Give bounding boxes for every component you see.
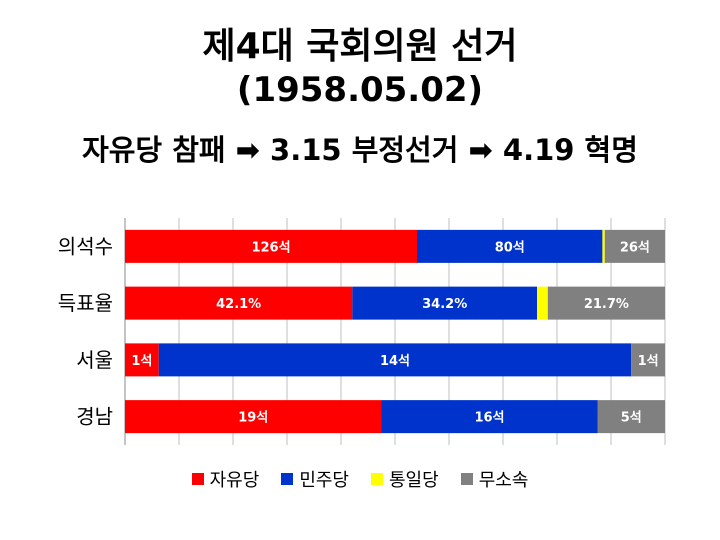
category-label: 서울: [76, 348, 113, 372]
election-date: (1958.05.02): [236, 70, 484, 110]
legend-swatch: [281, 473, 294, 485]
bar-segment: [417, 229, 603, 263]
bar-segment: [604, 229, 665, 263]
data-label: 34.2%: [422, 297, 467, 312]
legend-label: 무소속: [478, 470, 529, 491]
data-label: 80석: [495, 240, 525, 255]
category-label: 의석수: [58, 234, 113, 258]
data-label: 16석: [474, 411, 504, 426]
legend-item: 자유당: [191, 466, 260, 492]
data-label: 19석: [238, 411, 268, 426]
bar-segment: [381, 400, 598, 434]
bar-segment: [602, 229, 605, 263]
bar-segment: [158, 343, 632, 377]
data-label: 1석: [131, 354, 152, 369]
data-label: 26석: [620, 240, 650, 255]
category-label: 득표율: [58, 291, 113, 315]
chart-legend: 자유당 민주당 통일당 무소속: [0, 466, 720, 492]
data-label: 14석: [380, 354, 410, 369]
legend-swatch: [371, 473, 383, 485]
data-label: 5석: [621, 411, 642, 426]
bar-segment: [125, 343, 159, 377]
legend-item: 무소속: [460, 466, 529, 492]
legend-swatch: [191, 473, 204, 485]
category-label: 경남: [76, 405, 113, 429]
legend-label: 통일당: [389, 470, 439, 491]
bar-segment: [631, 343, 665, 377]
bar-segment: [125, 229, 418, 263]
chart-subtitle: 자유당 참패 ➡ 3.15 부정선거 ➡ 4.19 혁명: [82, 133, 638, 167]
data-label: 21.7%: [584, 297, 629, 312]
bar-segment: [537, 286, 548, 320]
data-label: 42.1%: [216, 297, 261, 312]
legend-swatch: [460, 473, 473, 485]
legend-item: 민주당: [281, 466, 349, 492]
legend-item: 통일당: [371, 466, 439, 492]
bar-segment: [125, 286, 353, 320]
bar-segment: [597, 400, 665, 434]
bar-segment: [547, 286, 665, 320]
chart-title: 제4대 국회의원 선거: [202, 26, 518, 67]
bar-segment: [352, 286, 538, 320]
bar-segment: [125, 400, 382, 434]
legend-label: 자유당: [209, 470, 260, 491]
legend-label: 민주당: [299, 470, 349, 491]
data-label: 1석: [638, 354, 659, 369]
data-label: 126석: [251, 240, 290, 255]
